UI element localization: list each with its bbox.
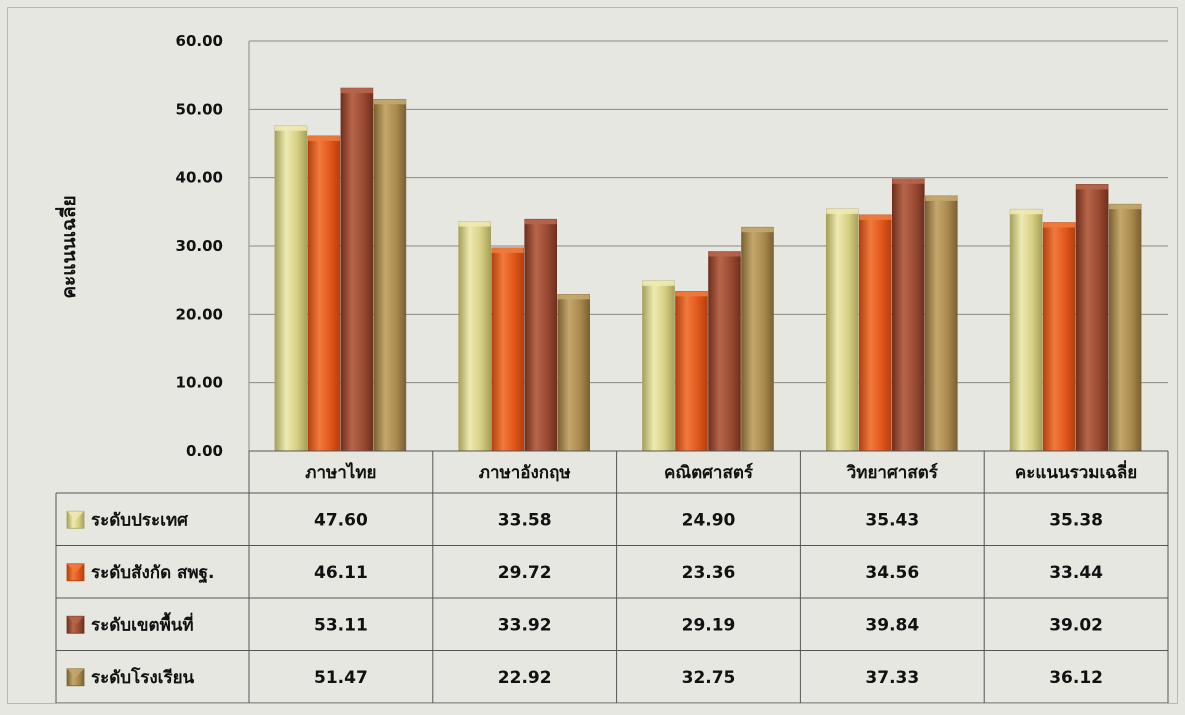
bar [340, 87, 374, 452]
table-cell-value: 33.44 [1049, 563, 1103, 583]
data-table: ภาษาไทย ภาษาอังกฤษ คณิตศาสตร์ วิทยาศาสตร์ คะ… [55, 450, 1169, 704]
table-cell-value: 32.75 [682, 668, 736, 688]
legend-key [66, 563, 85, 582]
table-cell-value: 29.19 [682, 615, 736, 635]
table-cell-value: 33.58 [498, 510, 552, 530]
bar [274, 125, 308, 452]
x-tick-label: ภาษาไทย [305, 462, 376, 483]
legend-label: ระดับสังกัด สพฐ. [91, 563, 214, 584]
y-tick-label: 20.00 [176, 305, 223, 323]
table-cell-value: 39.02 [1049, 615, 1103, 635]
table-cell-value: 51.47 [314, 668, 368, 688]
y-tick-label: 0.00 [186, 442, 223, 460]
bar [1108, 203, 1142, 452]
bar [491, 247, 525, 452]
bar [524, 218, 558, 452]
bar [458, 221, 492, 452]
y-tick-label: 50.00 [176, 100, 223, 118]
table-cell-value: 29.72 [498, 563, 552, 583]
table-cell-value: 53.11 [314, 615, 368, 635]
bar [1075, 184, 1109, 452]
y-tick-label: 40.00 [176, 169, 223, 187]
bar [642, 280, 675, 452]
table-cell-value: 35.38 [1049, 510, 1103, 530]
bar [891, 178, 925, 452]
bar [675, 291, 708, 452]
table-cell-value: 34.56 [865, 563, 919, 583]
table-cell-value: 36.12 [1049, 668, 1103, 688]
table-cell-value: 33.92 [498, 615, 552, 635]
bar [1009, 208, 1043, 452]
bar [924, 195, 958, 452]
x-tick-label: คะแนนรวมเฉลี่ย [1015, 460, 1137, 483]
legend-key [66, 668, 85, 687]
legend-key [66, 510, 85, 529]
bars [274, 87, 1142, 452]
bar [825, 208, 859, 452]
chart-frame [7, 7, 1178, 704]
legend-label: ระดับโรงเรียน [91, 667, 195, 688]
table-cell-value: 39.84 [865, 615, 919, 635]
table-cell-value: 35.43 [865, 510, 919, 530]
table-cell-value: 23.36 [682, 563, 736, 583]
table-cell-value: 37.33 [865, 668, 919, 688]
table-cell-value: 24.90 [682, 510, 736, 530]
bar [307, 135, 341, 452]
y-tick-label: 10.00 [176, 374, 223, 392]
x-tick-label: วิทยาศาสตร์ [846, 462, 938, 483]
y-tick-label: 30.00 [176, 237, 223, 255]
y-axis-title: คะแนนเฉลี่ย [55, 195, 80, 298]
table-cell-value: 46.11 [314, 563, 368, 583]
y-tick-label: 60.00 [176, 32, 223, 50]
x-tick-label: คณิตศาสตร์ [664, 462, 754, 483]
legend-label: ระดับเขตพื้นที่ [91, 611, 194, 635]
bar [557, 294, 591, 452]
table-cell-value: 47.60 [314, 510, 368, 530]
bar [858, 214, 892, 452]
x-tick-label: ภาษาอังกฤษ [479, 463, 571, 483]
bar [708, 251, 741, 452]
legend-label: ระดับประเทศ [91, 510, 189, 530]
legend-key [66, 615, 85, 634]
bar [741, 226, 774, 452]
table-cell-value: 22.92 [498, 668, 552, 688]
